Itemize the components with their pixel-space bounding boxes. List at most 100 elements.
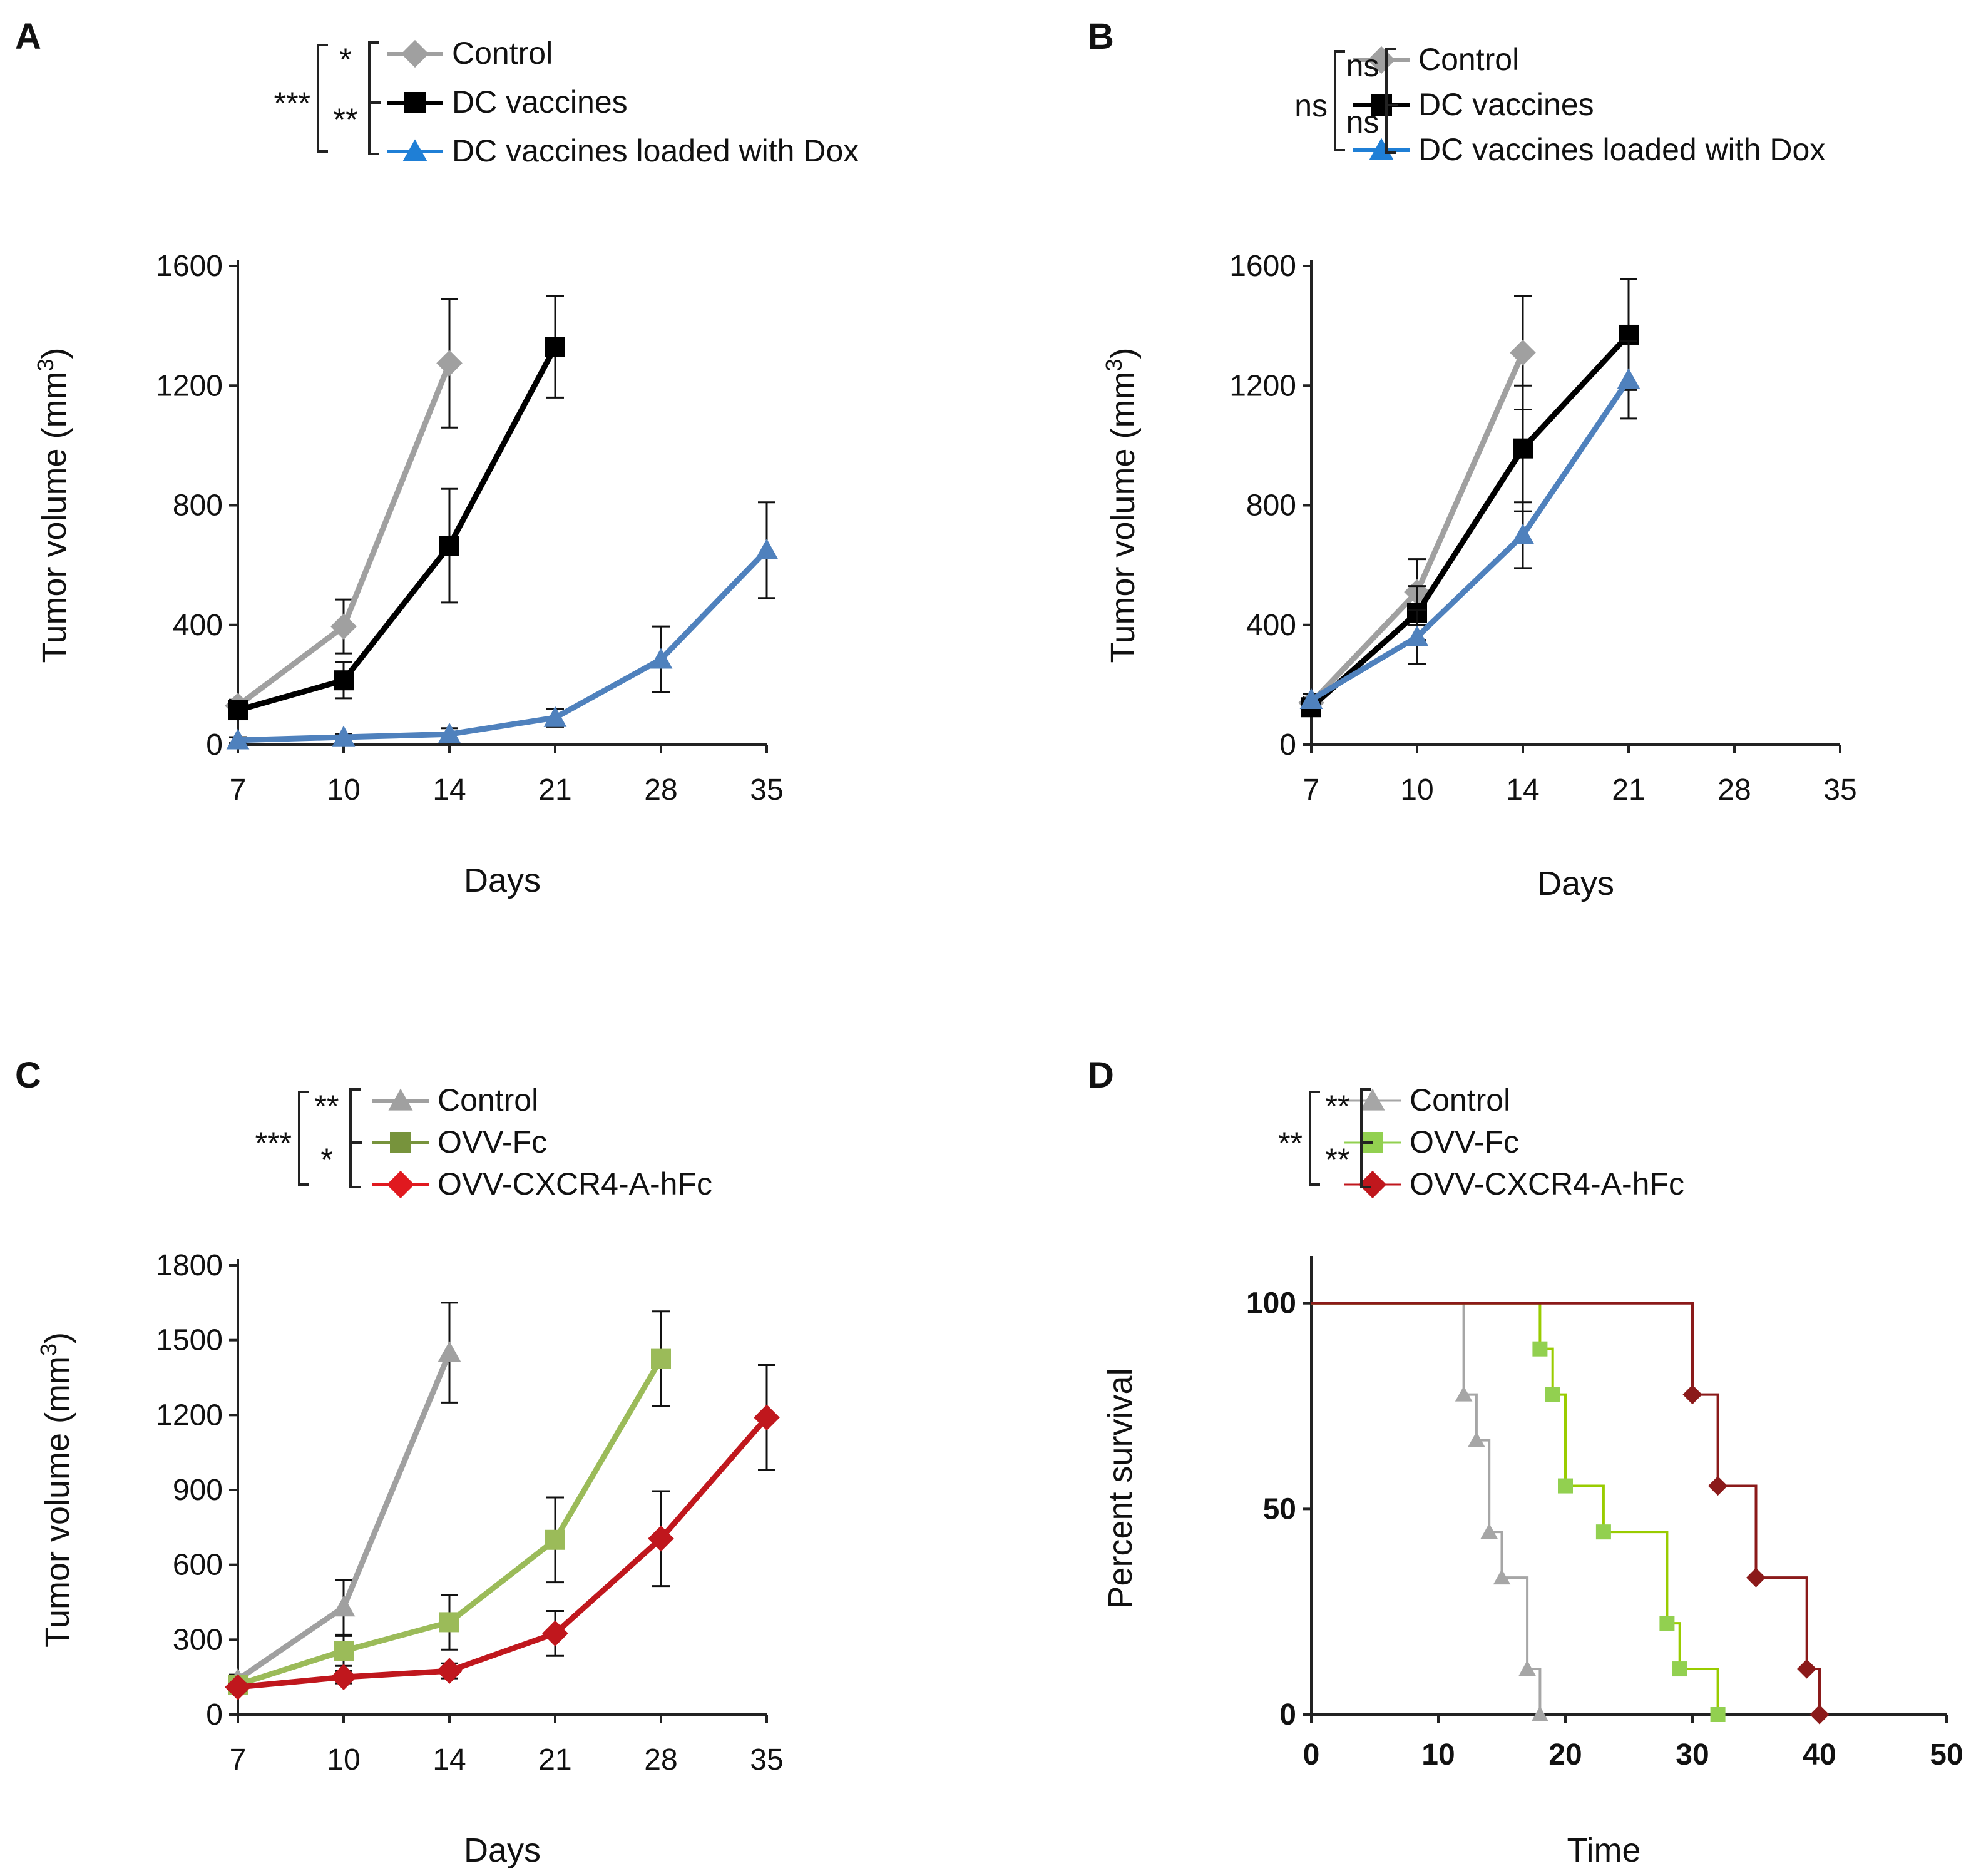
panel-a-series-control-point bbox=[436, 350, 463, 377]
panel-c-sig-inner-1: ** bbox=[315, 1089, 339, 1124]
panel-d-series-control-point bbox=[1480, 1523, 1498, 1539]
panel-a-series-dc-vaccines-loaded-with-dox-point bbox=[332, 725, 356, 747]
panel-d-sig-inner-2: ** bbox=[1326, 1142, 1350, 1177]
panel-d-x-tick-label: 0 bbox=[1303, 1738, 1320, 1771]
panel-c-x-tick-label: 21 bbox=[538, 1743, 571, 1777]
panel-d-series-control bbox=[1311, 1302, 1549, 1722]
panel-c-sig-outer: *** bbox=[255, 1126, 292, 1161]
panel-c-y-axis-title-main: Tumor volume (mm bbox=[39, 1356, 76, 1648]
panel-a-x-tick-label: 28 bbox=[644, 773, 677, 807]
panel-d-series-ovv-cxcr4-a-hfc-point bbox=[1809, 1705, 1830, 1725]
panel-d-y-tick-label: 0 bbox=[1279, 1698, 1296, 1731]
panel-c-series-ovv-cxcr4-a-hfc-point bbox=[542, 1620, 568, 1647]
panel-d-y-axis-title: Percent survival bbox=[1102, 1368, 1139, 1608]
panel-a-series-dc-vaccines-point bbox=[334, 670, 354, 691]
panel-a-series-dc-vaccines-point bbox=[228, 700, 248, 721]
panel-a-series-dc-vaccines-loaded-with-dox-point bbox=[649, 648, 673, 669]
panel-d-sig-inner-1: ** bbox=[1326, 1089, 1350, 1124]
panel-a-y-axis-title: Tumor volume (mm3) bbox=[33, 347, 74, 663]
panel-d-x-tick-label: 10 bbox=[1421, 1738, 1455, 1771]
panel-d-series-ovv-fc bbox=[1311, 1302, 1726, 1722]
panel-b-series bbox=[1298, 278, 1640, 718]
panel-label-b: B bbox=[1088, 16, 1114, 57]
panel-b-x-tick-label: 7 bbox=[1303, 773, 1320, 807]
panel-b-legend-marker bbox=[1369, 138, 1394, 160]
panel-c-legend: Control OVV-Fc OVV-CXCR4-A-hFc bbox=[372, 1083, 712, 1201]
panel-c-x-tick-label: 10 bbox=[327, 1743, 360, 1777]
panel-c-y-tick-label: 300 bbox=[173, 1623, 223, 1656]
panel-b-series-dc-vaccines-point bbox=[1513, 438, 1533, 459]
panel-b-y-tick-label: 0 bbox=[1279, 728, 1296, 762]
panel-b-axes: 0 400 800 1200 1600 7 10 14 21 28 35 Days Tumor volu… bbox=[1101, 250, 1857, 902]
panel-d-y-tick-label: 100 bbox=[1246, 1287, 1296, 1320]
panel-d-x-tick-label: 20 bbox=[1548, 1738, 1582, 1771]
panel-b-x-tick-label: 21 bbox=[1612, 773, 1645, 807]
panel-b-x-axis-title: Days bbox=[1537, 865, 1614, 902]
panel-a-x-tick-label: 14 bbox=[433, 773, 466, 807]
panel-d-series-ovv-fc-point bbox=[1710, 1707, 1726, 1722]
panel-a-series-dc-vaccines-loaded-with-dox-point bbox=[755, 538, 779, 559]
panel-c-series-ovv-fc-point bbox=[651, 1348, 671, 1369]
panel-c-x-tick-label: 28 bbox=[644, 1743, 677, 1777]
panel-b-x-tick-label: 10 bbox=[1400, 773, 1433, 807]
panel-a-series-dc-vaccines-loaded-with-dox-line bbox=[237, 548, 769, 743]
panel-a-series-dc-vaccines bbox=[228, 295, 565, 721]
panel-d-x-tick-label: 30 bbox=[1676, 1738, 1709, 1771]
panel-b-y-axis-title: Tumor volume (mm3) bbox=[1101, 347, 1142, 663]
panel-c-series-ovv-fc-point bbox=[334, 1641, 354, 1661]
panel-d-axes: 0 50 100 0 10 20 30 40 50 Time Percent survival bbox=[1102, 1256, 1963, 1869]
panel-c-y-axis-title: Tumor volume (mm3) bbox=[36, 1332, 77, 1648]
panel-b-y-axis-title-close: ) bbox=[1104, 347, 1142, 359]
panel-d-series-control-point bbox=[1493, 1569, 1511, 1585]
panel-b-y-tick-label: 400 bbox=[1246, 609, 1296, 642]
panel-c-y-axis-title-close: ) bbox=[39, 1332, 76, 1343]
panel-b-y-axis-title-superscript: 3 bbox=[1101, 359, 1127, 371]
panel-d-sig-outer: ** bbox=[1278, 1126, 1303, 1161]
panel-b-series-dc-vaccines-loaded-with-dox-point bbox=[1299, 688, 1323, 710]
panel-a-y-tick-label: 0 bbox=[206, 728, 223, 762]
panel-a-series bbox=[225, 295, 779, 750]
panel-c-inner-bracket bbox=[349, 1088, 361, 1188]
panel-d-x-axis-title: Time bbox=[1567, 1832, 1641, 1869]
panel-c-outer-bracket bbox=[298, 1091, 309, 1186]
panel-c-x-tick-label: 14 bbox=[433, 1743, 466, 1777]
panel-d-series-control-point bbox=[1531, 1706, 1549, 1722]
panel-b-x-tick-label: 14 bbox=[1506, 773, 1539, 807]
panel-d-series-ovv-fc-point bbox=[1659, 1616, 1675, 1631]
panel-c-legend-marker bbox=[388, 1088, 413, 1111]
panel-c-series-ovv-cxcr4-a-hfc-point bbox=[225, 1674, 251, 1700]
panel-d-series-ovv-cxcr4-a-hfc-point bbox=[1708, 1476, 1728, 1496]
panel-d-series-ovv-cxcr4-a-hfc-point bbox=[1746, 1568, 1766, 1588]
panel-a: A 0 400 800 1200 1600 7 10 14 21 28 35 Days Tumor vo… bbox=[15, 16, 859, 899]
panel-c-series-ovv-fc-point bbox=[545, 1529, 565, 1550]
panel-c-series-ovv-cxcr4-a-hfc-point bbox=[754, 1404, 780, 1431]
panel-d-series-ovv-cxcr4-a-hfc bbox=[1311, 1302, 1830, 1725]
panel-d-legend-label: OVV-Fc bbox=[1410, 1124, 1519, 1160]
panel-d-x-tick-label: 50 bbox=[1930, 1738, 1963, 1771]
panel-a-outer-bracket bbox=[317, 44, 328, 153]
panel-a-legend-label: DC vaccines loaded with Dox bbox=[452, 133, 859, 168]
panel-d-legend-label: OVV-CXCR4-A-hFc bbox=[1410, 1166, 1684, 1201]
panel-c-sig-inner-2: * bbox=[320, 1142, 332, 1177]
panel-d-legend-marker bbox=[1360, 1088, 1385, 1111]
panel-a-x-tick-label: 10 bbox=[327, 773, 360, 807]
panel-d-series-ovv-cxcr4-a-hfc-point bbox=[1682, 1385, 1702, 1405]
panel-c-y-tick-label: 0 bbox=[206, 1698, 223, 1731]
panel-c-legend-label: OVV-CXCR4-A-hFc bbox=[438, 1166, 712, 1201]
panel-b-sig-outer: ns bbox=[1294, 88, 1328, 123]
panel-b-legend-label: DC vaccines bbox=[1418, 87, 1594, 122]
panel-a-y-tick-label: 800 bbox=[173, 489, 223, 523]
panel-c-series-ovv-cxcr4-a-hfc bbox=[225, 1364, 780, 1700]
panel-label-d: D bbox=[1088, 1055, 1114, 1096]
panel-a-inner-bracket bbox=[368, 41, 379, 155]
panel-c-series-ovv-cxcr4-a-hfc-line bbox=[237, 1415, 769, 1690]
panel-b: B 0 400 800 1200 1600 7 10 14 21 28 35 Days Tumor vo… bbox=[1088, 16, 1857, 902]
panel-d-series-control-point bbox=[1468, 1431, 1485, 1447]
panel-c-axes: 0 300 600 900 1200 1500 1800 7 10 14 21 28 35 Days Tum… bbox=[36, 1249, 784, 1869]
panel-b-series-dc-vaccines-loaded-with-dox-point bbox=[1511, 523, 1535, 545]
panel-d-series-control-point bbox=[1455, 1385, 1473, 1402]
panel-c-x-tick-label: 35 bbox=[750, 1743, 783, 1777]
